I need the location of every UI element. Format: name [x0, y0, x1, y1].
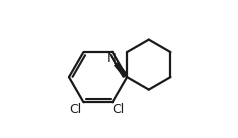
Text: Cl: Cl: [112, 103, 124, 116]
Text: Cl: Cl: [69, 103, 82, 116]
Text: N: N: [107, 52, 117, 66]
